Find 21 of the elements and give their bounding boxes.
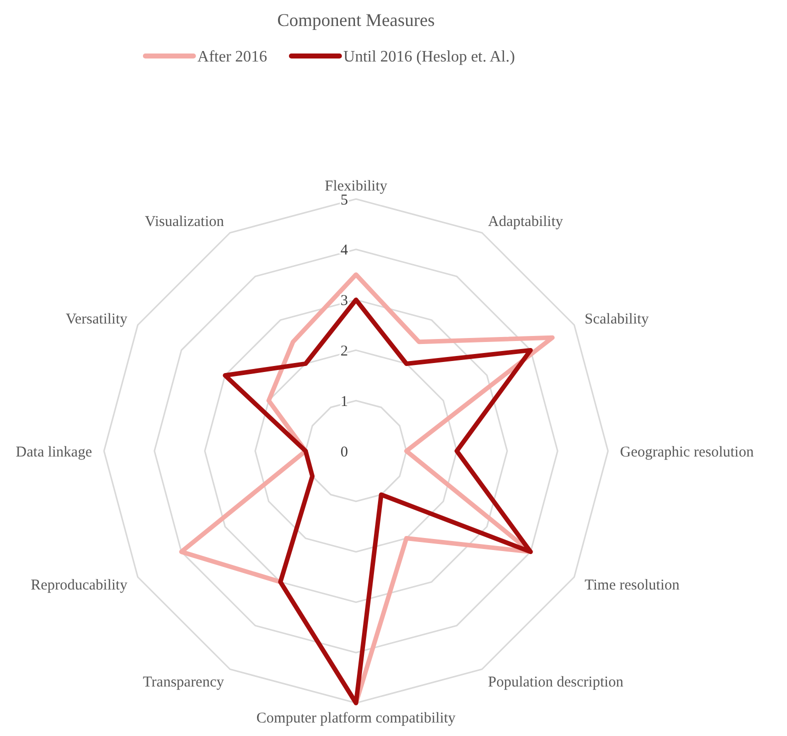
spoke-label: Population description	[488, 674, 624, 691]
spoke-label: Scalability	[584, 311, 650, 328]
y-tick-label: 0	[340, 444, 348, 460]
spoke-label: Reproducability	[30, 577, 128, 594]
y-tick-label: 4	[340, 242, 348, 259]
y-tick-label: 3	[340, 293, 348, 310]
spoke-label: Data linkage	[16, 444, 92, 460]
spoke-label: Computer platform compatibility	[256, 710, 456, 726]
spoke-label: Geographic resolution	[620, 444, 754, 460]
y-tick-label: 5	[340, 192, 348, 208]
spoke-label: Transparency	[142, 674, 224, 691]
y-tick-label: 2	[340, 343, 348, 360]
spoke-label: Time resolution	[584, 577, 680, 594]
spoke-label: Flexibility	[324, 178, 388, 194]
legend-label: Until 2016 (Heslop et. Al.)	[343, 48, 515, 66]
legend-label: After 2016	[197, 48, 268, 66]
y-tick-label: 1	[340, 394, 348, 410]
spoke-label: Adaptability	[488, 214, 564, 230]
chart-title: Component Measures	[277, 10, 435, 30]
spoke-label: Versatility	[66, 311, 128, 328]
spoke-label: Visualization	[144, 214, 224, 230]
